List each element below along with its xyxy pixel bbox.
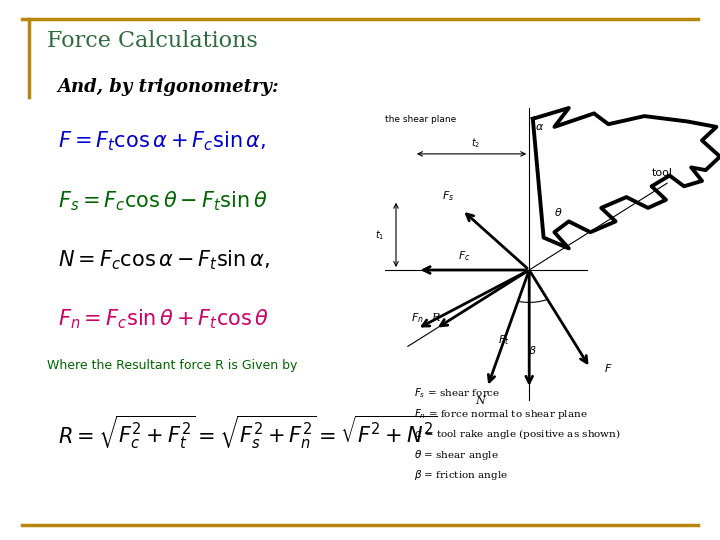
Text: $F_n$: $F_n$ <box>411 311 424 325</box>
Text: $t_2$: $t_2$ <box>470 136 480 150</box>
Text: $F_n$ = force normal to shear plane: $F_n$ = force normal to shear plane <box>414 407 588 421</box>
Text: $\beta$: $\beta$ <box>528 344 537 358</box>
Text: $\alpha$ = tool rake angle (positive as shown): $\alpha$ = tool rake angle (positive as … <box>414 427 621 441</box>
Text: $N = F_c \cos\alpha - F_t \sin\alpha,$: $N = F_c \cos\alpha - F_t \sin\alpha,$ <box>58 248 269 272</box>
Text: $F_n = F_c \sin\theta + F_t \cos\theta$: $F_n = F_c \sin\theta + F_t \cos\theta$ <box>58 308 269 332</box>
Text: $F_c$: $F_c$ <box>458 249 471 264</box>
Text: And, by trigonometry:: And, by trigonometry: <box>58 78 279 96</box>
Text: $\theta$: $\theta$ <box>554 206 563 218</box>
Text: the shear plane: the shear plane <box>385 114 456 124</box>
Text: $F_s$: $F_s$ <box>441 190 454 204</box>
Text: $F = F_t \cos\alpha + F_c \sin\alpha,$: $F = F_t \cos\alpha + F_c \sin\alpha,$ <box>58 130 266 153</box>
Text: $F$: $F$ <box>604 362 612 374</box>
Text: N: N <box>475 396 485 406</box>
Text: $F_s$ = shear force: $F_s$ = shear force <box>414 386 500 400</box>
Text: R: R <box>431 313 439 323</box>
Text: $F_t$: $F_t$ <box>498 333 510 347</box>
Text: $F_s = F_c \cos\theta - F_t \sin\theta$: $F_s = F_c \cos\theta - F_t \sin\theta$ <box>58 189 267 213</box>
Text: $\beta$ = friction angle: $\beta$ = friction angle <box>414 468 508 482</box>
Text: $R = \sqrt{F_c^2 + F_t^2} = \sqrt{F_s^2 + F_n^2} = \sqrt{F^2 + N^2}$: $R = \sqrt{F_c^2 + F_t^2} = \sqrt{F_s^2 … <box>58 413 438 451</box>
Text: $t_1$: $t_1$ <box>375 228 385 242</box>
Text: Force Calculations: Force Calculations <box>47 30 258 52</box>
Text: tool: tool <box>652 167 672 178</box>
Text: Where the Resultant force R is Given by: Where the Resultant force R is Given by <box>47 359 297 372</box>
Text: $\theta$ = shear angle: $\theta$ = shear angle <box>414 448 499 462</box>
Text: $\alpha$: $\alpha$ <box>536 122 544 132</box>
